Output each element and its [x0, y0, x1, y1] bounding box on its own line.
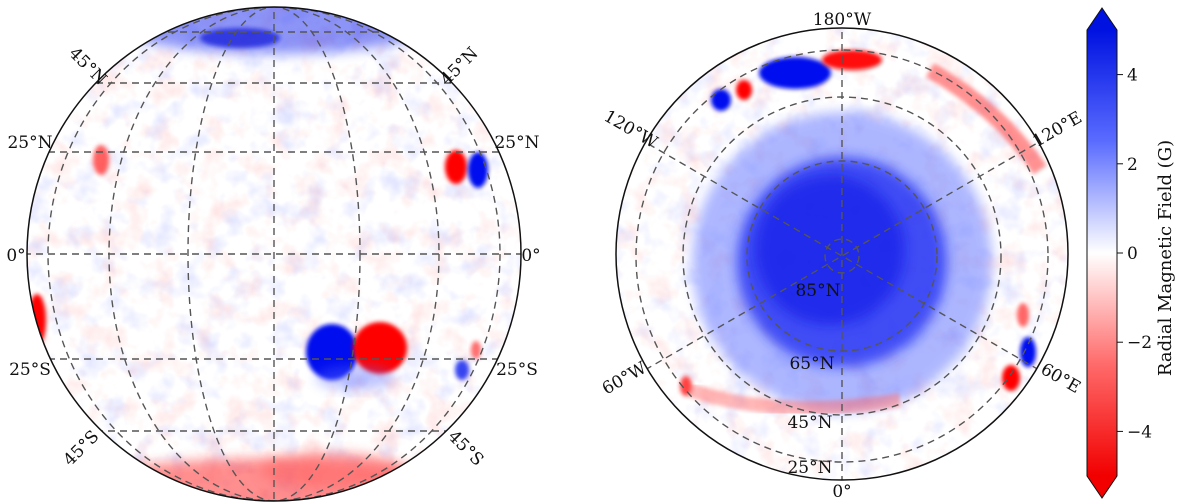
- colorbar: 4 2 0 −2 −4 Radial Magnetic Field (G): [1086, 7, 1176, 499]
- colorbar-tick-label: 0: [1127, 244, 1138, 264]
- lat-label-25n: 25°N: [787, 458, 832, 478]
- colorbar-title: Radial Magnetic Field (G): [1155, 140, 1176, 376]
- left-globe: [26, 6, 522, 502]
- active-region-north-limb: [445, 150, 488, 188]
- left-longitude-grid: [47, 7, 501, 501]
- lat-label-25s-right: 25°S: [496, 360, 538, 380]
- lat-label-65n: 65°N: [789, 354, 834, 374]
- lat-label-45s-right: 45°S: [444, 427, 488, 471]
- lat-label-45n: 45°N: [787, 413, 832, 433]
- colorbar-gradient: [1087, 30, 1117, 476]
- right-globe: [615, 27, 1069, 481]
- lat-label-85n: 85°N: [795, 281, 840, 301]
- left-latitude-grid: [27, 31, 521, 432]
- lat-label-45n-right: 45°N: [436, 43, 482, 89]
- lon-label-120e: 120°E: [1029, 108, 1085, 152]
- right-latitude-labels: 85°N 65°N 45°N 25°N: [787, 281, 840, 478]
- active-region-south: [306, 322, 407, 390]
- left-globe-limb: [26, 6, 522, 502]
- lat-label-45s-left: 45°S: [60, 427, 104, 471]
- lon-label-60e: 60°E: [1037, 359, 1084, 398]
- polar-active-region-top: [711, 50, 882, 111]
- lon-label-60w: 60°W: [599, 358, 651, 399]
- lat-label-25n-left: 25°N: [7, 133, 52, 153]
- colorbar-top-extension: [1087, 8, 1117, 30]
- lon-label-120w: 120°W: [600, 106, 661, 153]
- lat-label-25n-right: 25°N: [494, 133, 539, 153]
- lat-label-0-left: 0°: [6, 246, 25, 266]
- colorbar-tick-label: −2: [1127, 333, 1152, 353]
- colorbar-ticks: 4 2 0 −2 −4: [1117, 66, 1152, 442]
- colorbar-bottom-extension: [1087, 476, 1117, 498]
- colorbar-tick-label: 2: [1127, 155, 1138, 175]
- colorbar-tick-label: 4: [1127, 66, 1138, 86]
- lon-label-180w: 180°W: [813, 10, 872, 30]
- right-globe-limb: [615, 27, 1069, 481]
- lat-label-0-right: 0°: [521, 246, 540, 266]
- lat-label-25s-left: 25°S: [9, 360, 51, 380]
- polar-active-region-right: [1002, 303, 1036, 391]
- colorbar-tick-label: −4: [1127, 422, 1152, 442]
- right-longitude-grid: [637, 28, 1047, 480]
- lon-label-0: 0°: [832, 482, 851, 502]
